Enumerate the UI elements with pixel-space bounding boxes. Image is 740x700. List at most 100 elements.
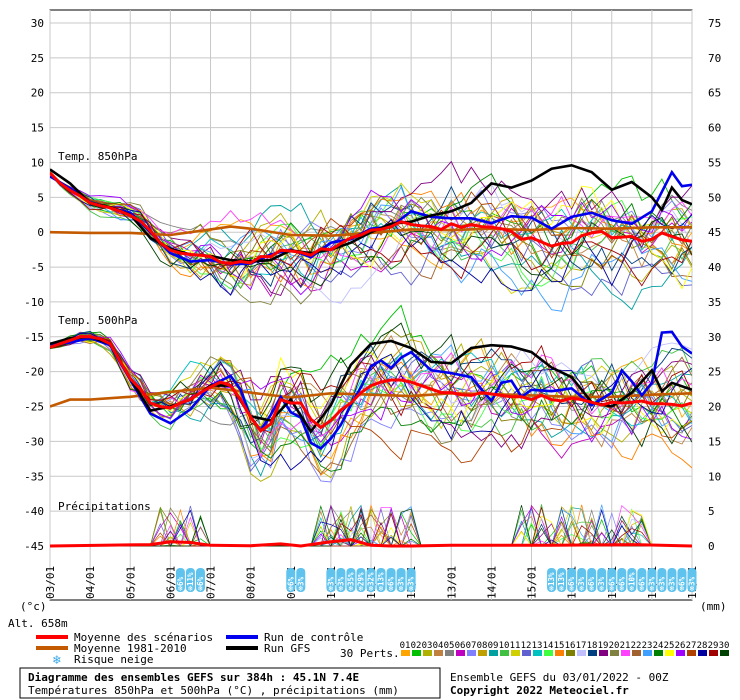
member-t500-line [50, 337, 692, 434]
pert-color-box [588, 650, 597, 656]
pert-number: 28 [697, 641, 708, 651]
snow-risk-markers: 6%❄11%❄6%❄6%❄3%❄3%❄3%❄35%❄29%❄32%❄13%❄6%… [175, 568, 697, 593]
snow-flake-icon: ❄ [569, 584, 574, 593]
y-left-tick: 0 [37, 226, 44, 239]
snow-risk-pct: 3% [336, 576, 345, 586]
y-left-tick: -40 [24, 505, 44, 518]
snow-flake-icon: ❄ [670, 584, 675, 593]
snow-risk-marker: 3%❄ [577, 568, 587, 593]
pert-color-box [467, 650, 476, 656]
y-right-tick: 35 [708, 296, 721, 309]
y-left-tick: -10 [24, 296, 44, 309]
snow-risk-pct: 6% [587, 576, 596, 586]
snow-risk-bar [376, 568, 386, 592]
pert-number: 23 [642, 641, 653, 651]
snow-flake-icon: ❄ [649, 584, 654, 593]
member-t500-line [50, 334, 692, 443]
snow-risk-pct: 13% [557, 572, 566, 586]
x-date-tick: 04/01 [84, 566, 97, 599]
member-precip-line [50, 504, 692, 547]
snow-risk-bar [617, 568, 627, 592]
snow-risk-bar [667, 568, 677, 592]
pert-number: 10 [499, 641, 510, 651]
pert-number: 24 [653, 641, 664, 651]
snow-flake-icon: ❄ [328, 584, 333, 593]
snow-flake-icon: ❄ [599, 584, 604, 593]
snow-risk-marker: 6%❄ [617, 568, 627, 593]
pert-color-box [522, 650, 531, 656]
pert-color-box [401, 650, 410, 656]
snow-risk-bar [677, 568, 687, 592]
pert-color-box [621, 650, 630, 656]
snow-risk-marker: 32%❄ [366, 568, 376, 593]
pert-color-box [632, 650, 641, 656]
pert-color-box [489, 650, 498, 656]
snow-flake-icon: ❄ [379, 584, 384, 593]
pert-number: 15 [554, 641, 565, 651]
snow-risk-pct: 13% [547, 572, 556, 586]
x-date-tick: 08/01 [245, 566, 258, 599]
y-right-tick: 15 [708, 435, 721, 448]
snow-risk-marker: 6%❄ [637, 568, 647, 593]
pert-color-box [445, 650, 454, 656]
pert-color-box [577, 650, 586, 656]
panel-label: Temp. 850hPa [58, 150, 137, 163]
y-right-tick: 25 [708, 366, 721, 379]
snow-legend-icon: ❄ [52, 653, 61, 668]
snow-flake-icon: ❄ [389, 584, 394, 593]
pert-number: 20 [609, 641, 620, 651]
legend-label: Risque neige [74, 653, 153, 666]
y-right-unit: (mm) [700, 600, 727, 613]
perts-label: 30 Perts. [340, 647, 400, 660]
snow-risk-pct: 3% [296, 576, 305, 586]
snow-risk-marker: 3%❄ [597, 568, 607, 593]
snow-flake-icon: ❄ [659, 584, 664, 593]
snow-risk-marker: 35%❄ [346, 568, 356, 593]
snow-flake-icon: ❄ [409, 584, 414, 593]
snow-risk-pct: 3% [688, 576, 697, 586]
pert-color-box [555, 650, 564, 656]
pert-number: 27 [686, 641, 697, 651]
snow-flake-icon: ❄ [369, 584, 374, 593]
y-right-tick: 60 [708, 122, 721, 135]
snow-risk-pct: 6% [607, 576, 616, 586]
member-t500-line [50, 331, 692, 472]
panel-label: Temp. 500hPa [58, 314, 137, 327]
snow-flake-icon: ❄ [198, 584, 203, 593]
snow-flake-icon: ❄ [690, 584, 695, 593]
y-left-tick: 5 [37, 191, 44, 204]
snow-risk-bar [346, 568, 356, 592]
snow-risk-marker: 3%❄ [657, 568, 667, 593]
y-right-tick: 10 [708, 470, 721, 483]
snow-risk-bar [607, 568, 617, 592]
y-right-tick: 45 [708, 226, 721, 239]
snow-risk-pct: 3% [577, 576, 586, 586]
snow-risk-bar [406, 568, 416, 592]
pert-color-box [643, 650, 652, 656]
pert-number: 01 [400, 641, 411, 651]
snow-risk-bar [175, 568, 185, 592]
y-left-tick: 30 [31, 17, 44, 30]
y-left-tick: -30 [24, 435, 44, 448]
pert-number: 11 [510, 641, 521, 651]
snow-risk-pct: 6% [567, 576, 576, 586]
snow-risk-pct: 29% [356, 572, 365, 586]
snow-risk-bar [185, 568, 195, 592]
main-series [50, 163, 692, 548]
y-right-tick: 75 [708, 17, 721, 30]
snow-risk-bar [587, 568, 597, 592]
snow-risk-marker: 3%❄ [687, 568, 697, 593]
member-t500-line [50, 333, 692, 450]
x-date-tick: 05/01 [124, 566, 137, 599]
grid [49, 10, 693, 600]
y-left-tick: -5 [31, 261, 44, 274]
pert-number: 08 [477, 641, 488, 651]
snow-flake-icon: ❄ [680, 584, 685, 593]
pert-color-box [434, 650, 443, 656]
snow-flake-icon: ❄ [188, 584, 193, 593]
snow-flake-icon: ❄ [629, 584, 634, 593]
snow-flake-icon: ❄ [549, 584, 554, 593]
footer-title: Diagramme des ensembles GEFS sur 384h : … [28, 671, 359, 684]
